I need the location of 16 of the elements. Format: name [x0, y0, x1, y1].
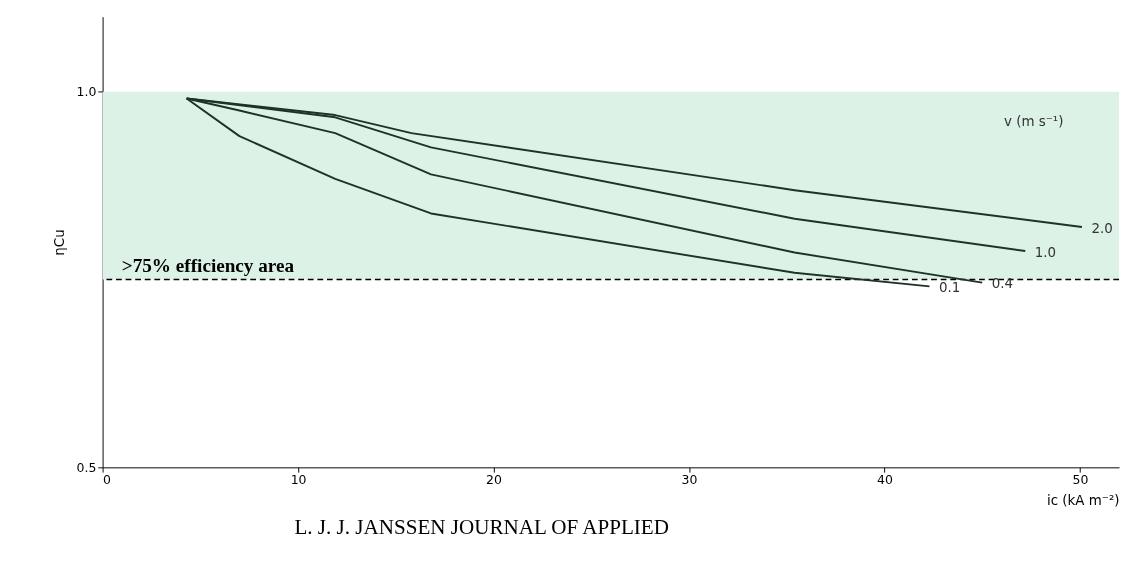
series-label: 1.0	[1034, 244, 1057, 260]
series-label: 2.0	[1091, 220, 1113, 236]
x-axis-title: ic (kA m⁻²)	[1047, 493, 1120, 509]
x-tick-label: 10	[290, 472, 307, 488]
x-tick-label: 50	[1072, 472, 1089, 488]
band-label: >75% efficiency area	[121, 254, 295, 276]
text: L. J. J. JANSSEN JOURNAL OF APPLIED	[294, 514, 669, 539]
y-axis-title: ηCu	[52, 229, 68, 256]
x-tick-label: 20	[486, 472, 503, 488]
x-tick-label: 40	[877, 472, 893, 488]
y-tick-label: 0.5	[76, 459, 97, 475]
x-tick-label: 30	[681, 472, 698, 488]
series-label: 0.4	[991, 276, 1014, 292]
x-tick-label: 0	[103, 472, 112, 488]
series-label: 0.1	[939, 280, 961, 296]
legend-title: v (m s⁻¹)	[1004, 113, 1064, 129]
